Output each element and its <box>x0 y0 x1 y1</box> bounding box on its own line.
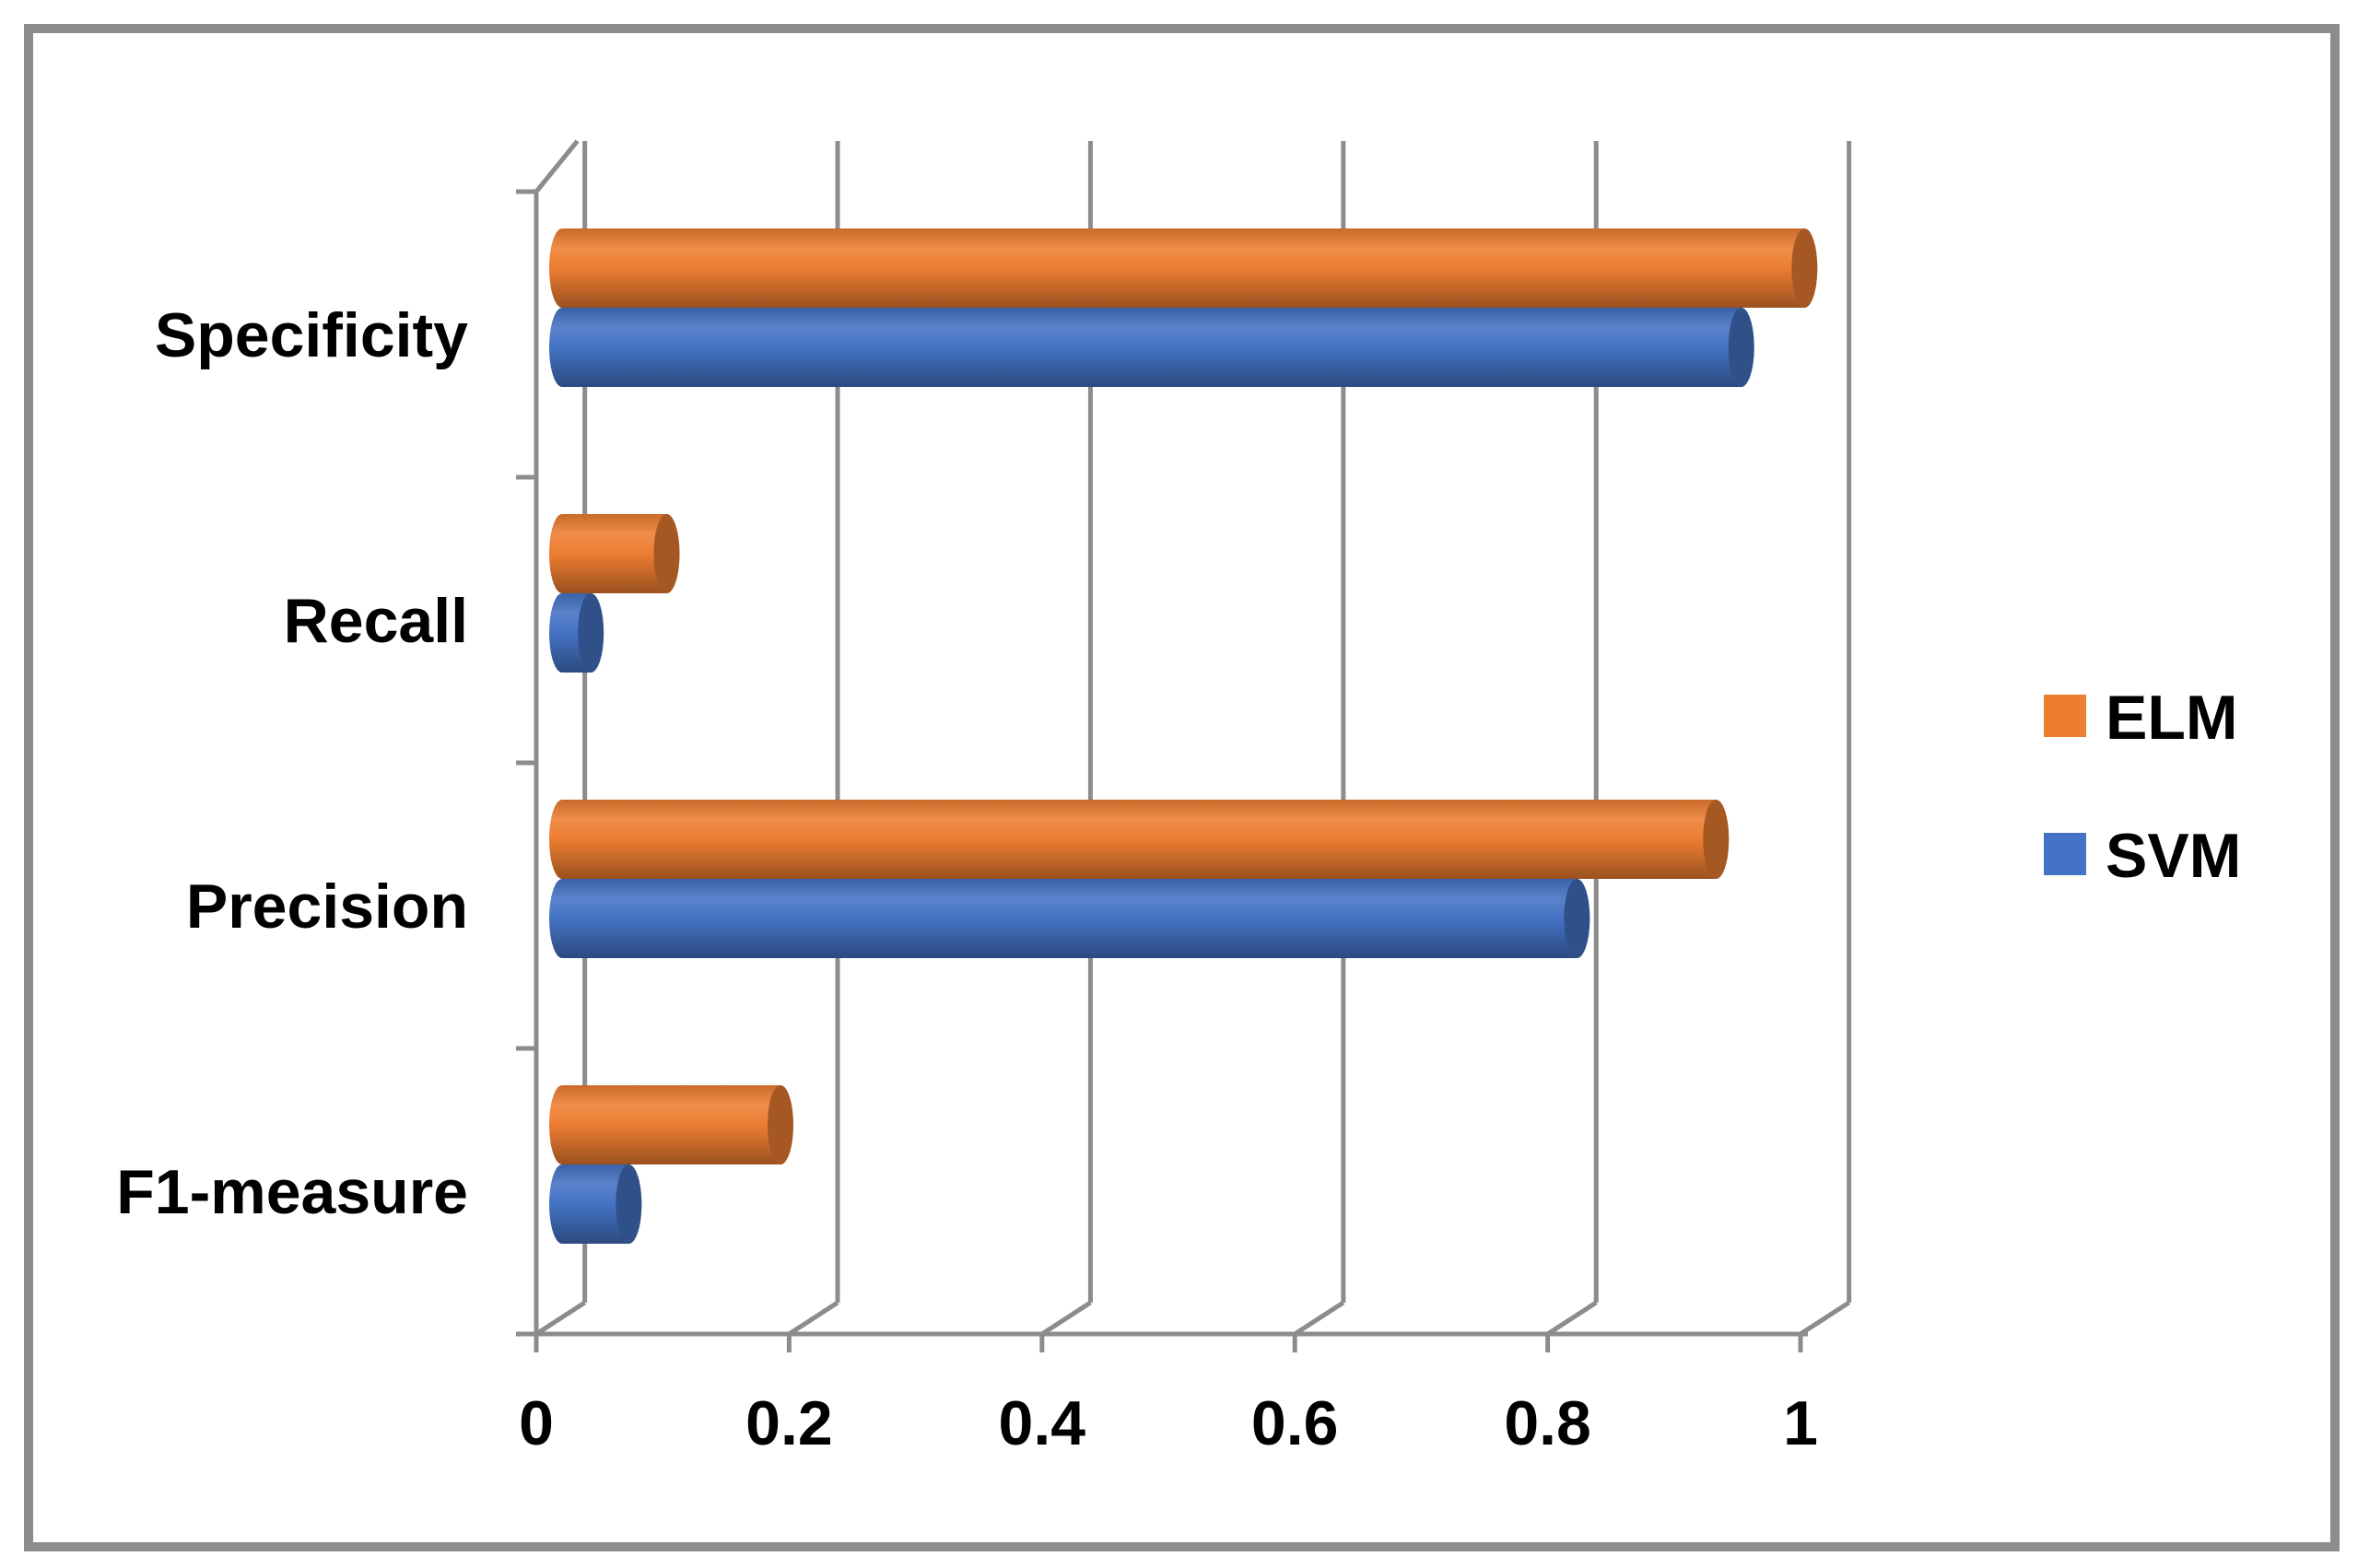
chart-frame: 0 0.2 0.4 0.6 0.8 1 Specificity Recall P… <box>24 24 2340 1551</box>
x-tick-label: 0 <box>519 1388 554 1458</box>
bar-svm-specificity <box>549 308 1754 387</box>
bar-body <box>549 514 680 593</box>
floor-gridline <box>1293 1300 1345 1337</box>
bar-body <box>549 308 1754 387</box>
bar-svm-recall <box>549 593 604 673</box>
bar-svm-precision <box>549 879 1590 958</box>
bar-end-cap <box>1564 879 1590 958</box>
bar-end-cap <box>1791 228 1818 308</box>
bar-elm-specificity <box>549 228 1818 308</box>
bar-elm-f1-measure <box>549 1085 793 1164</box>
x-tick-label: 0.6 <box>1251 1388 1339 1458</box>
category-labels: Specificity Recall Precision F1-measure <box>116 300 468 1227</box>
x-tick-label: 0.2 <box>745 1388 833 1458</box>
x-tick-label: 0.8 <box>1504 1388 1591 1458</box>
category-label-specificity: Specificity <box>155 300 468 370</box>
bar-end-cap <box>653 514 680 593</box>
floor-gridline <box>1799 1300 1850 1337</box>
bar-end-cap <box>1703 800 1730 879</box>
x-tick-labels: 0 0.2 0.4 0.6 0.8 1 <box>519 1388 1818 1458</box>
category-label-precision: Precision <box>186 872 468 942</box>
legend-swatch-svm <box>2044 833 2086 875</box>
category-label-recall: Recall <box>284 586 468 656</box>
bar-body <box>549 1085 793 1164</box>
floor-gridline <box>534 1300 586 1337</box>
bar-end-cap <box>767 1085 793 1164</box>
bar-end-cap <box>578 593 604 673</box>
x-tick-label: 1 <box>1783 1388 1818 1458</box>
floor-gridline <box>1546 1300 1598 1337</box>
legend-label-svm: SVM <box>2106 821 2241 891</box>
x-tick-label: 0.4 <box>999 1388 1086 1458</box>
axes <box>516 139 1808 1352</box>
bar-elm-recall <box>549 514 680 593</box>
bar-body <box>549 228 1818 308</box>
floor-gridline <box>788 1300 839 1337</box>
bar-svm-f1-measure <box>549 1164 642 1244</box>
floor-gridline <box>1040 1300 1092 1337</box>
bar-chart: 0 0.2 0.4 0.6 0.8 1 Specificity Recall P… <box>116 139 2241 1458</box>
bar-elm-precision <box>549 800 1730 879</box>
y-axis-top-diagonal <box>534 139 580 193</box>
bars <box>549 228 1818 1244</box>
category-label-f1-measure: F1-measure <box>116 1157 468 1227</box>
legend-swatch-elm <box>2044 695 2086 737</box>
legend-label-elm: ELM <box>2106 683 2238 753</box>
bar-end-cap <box>616 1164 642 1244</box>
bar-end-cap <box>1728 308 1754 387</box>
legend: ELM SVM <box>2044 683 2241 891</box>
bar-body <box>549 800 1730 879</box>
bar-body <box>549 879 1590 958</box>
